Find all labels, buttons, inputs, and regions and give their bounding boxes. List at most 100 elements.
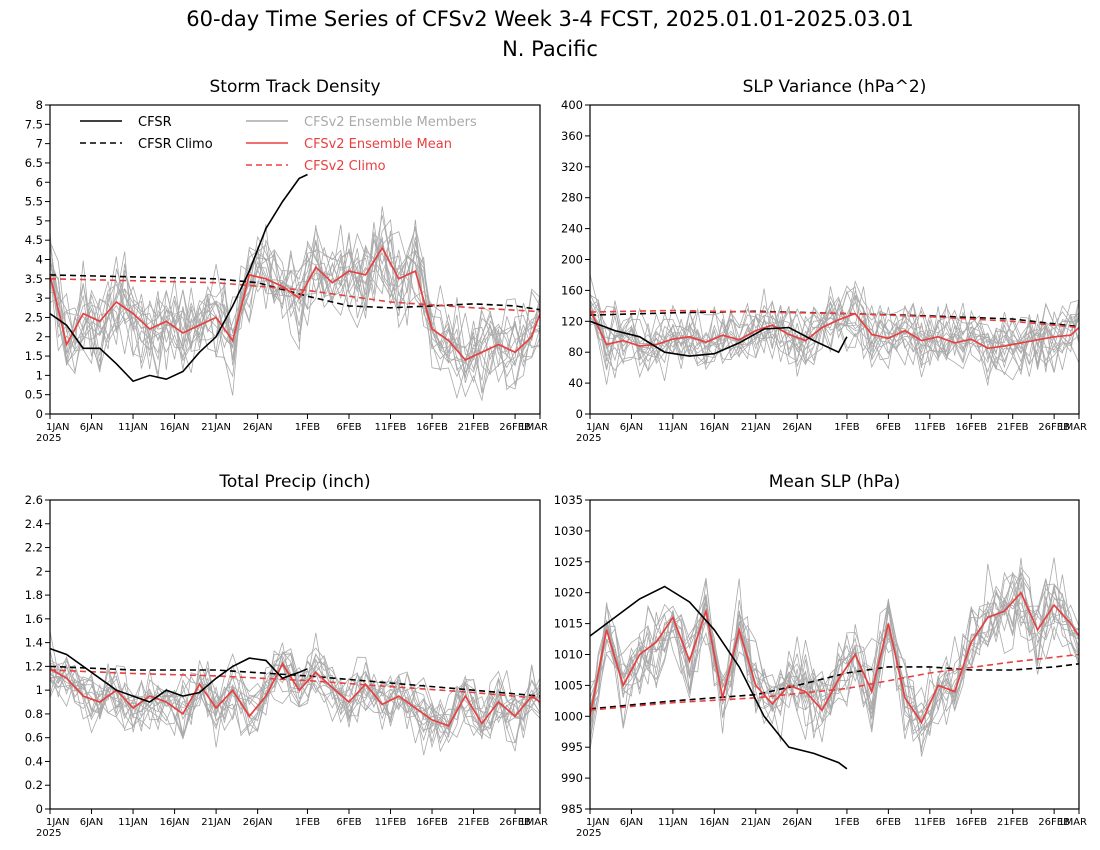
x-tick-label: 11JAN: [658, 817, 688, 828]
x-tick-label: 16JAN: [699, 422, 729, 433]
y-tick-label: 1005: [554, 678, 583, 692]
x-tick-label: 6FEB: [336, 422, 361, 433]
x-tick-label: 21FEB: [997, 422, 1029, 433]
ensemble-member-line: [50, 650, 540, 738]
y-tick-label: 1.8: [25, 588, 43, 602]
x-tick-label: 11JAN: [118, 422, 148, 433]
ensemble-member-line: [590, 285, 1079, 385]
plot-frame: [49, 499, 541, 810]
ensemble-member-line: [590, 566, 1079, 740]
ensemble-member-line: [50, 228, 540, 392]
ensemble-member-line: [590, 286, 1079, 386]
y-tick-label: 2.4: [25, 517, 43, 531]
y-tick-label: 1025: [554, 555, 583, 569]
x-tick-label: 21FEB: [997, 817, 1029, 828]
plot-frame: [589, 104, 1080, 415]
x-tick-label: 26JAN: [782, 817, 812, 828]
series-line-cfsv2-climo: [50, 669, 540, 700]
plot-frame: [589, 499, 1080, 810]
series-line-cfsr: [590, 585, 848, 770]
y-tick-label: 360: [561, 129, 583, 143]
y-tick-label: 2.6: [25, 493, 43, 507]
x-tick-label: 16FEB: [416, 422, 448, 433]
series-line-cfsr-climo: [50, 274, 540, 311]
ensemble-member-line: [50, 231, 540, 375]
y-tick-label: 7: [36, 137, 43, 151]
x-tick-label: 21FEB: [458, 817, 490, 828]
series-line-ens-mean: [50, 246, 540, 361]
x-tick-label: 11JAN: [658, 422, 688, 433]
panel-title: SLP Variance (hPa^2): [743, 77, 927, 97]
legend-label: CFSv2 Climo: [304, 159, 386, 174]
x-tick-label: 21JAN: [201, 817, 231, 828]
x-tick-label: 21JAN: [741, 422, 771, 433]
y-tick-label: 80: [568, 345, 583, 359]
series-line-cfsv2-climo: [50, 278, 540, 313]
y-tick-label: 120: [561, 314, 583, 328]
x-tick-label: 1FEB: [295, 422, 320, 433]
y-tick-label: 1020: [554, 586, 583, 600]
x-tick-label: 11FEB: [914, 817, 946, 828]
y-tick-label: 1.6: [25, 612, 43, 626]
x-year-label: 2025: [576, 433, 601, 444]
x-tick-label: 1MAR: [1058, 422, 1087, 433]
y-tick-label: 280: [561, 191, 583, 205]
ensemble-member-line: [590, 580, 1079, 742]
series-line-cfsr: [590, 320, 848, 357]
x-tick-label: 1FEB: [834, 422, 859, 433]
plot-area: [50, 173, 540, 402]
ensemble-member-line: [590, 574, 1079, 743]
chart-panel-4: Mean SLP (hPa) 985 990 995 1000 1005 1010 1015 1…: [554, 472, 1087, 839]
legend-label: CFSR Climo: [138, 137, 213, 152]
y-tick-label: 3.5: [25, 272, 43, 286]
x-tick-label: 6JAN: [80, 422, 103, 433]
chart-legend: CFSR CFSR Climo CFSv2 Ensemble Members CFSv…: [80, 115, 477, 174]
x-tick-label: 1JAN: [586, 422, 609, 433]
series-line-cfsr-climo: [590, 663, 1079, 710]
plot-area: [590, 274, 1079, 386]
panel-title: Mean SLP (hPa): [769, 472, 901, 492]
x-tick-label: 11FEB: [914, 422, 946, 433]
ensemble-member-line: [50, 222, 540, 370]
y-tick-label: 2.5: [25, 310, 43, 324]
x-tick-label: 26FEB: [499, 422, 531, 433]
x-tick-label: 1JAN: [46, 817, 69, 828]
series-line-cfsr-climo: [590, 310, 1079, 328]
ensemble-member-line: [590, 288, 1079, 366]
x-tick-label: 6FEB: [876, 817, 901, 828]
y-tick-label: 4.5: [25, 233, 43, 247]
plot-area: [590, 557, 1079, 770]
y-tick-label: 1030: [554, 524, 583, 538]
x-tick-label: 1MAR: [519, 422, 548, 433]
y-tick-label: 5: [36, 214, 43, 228]
x-tick-label: 11JAN: [118, 817, 148, 828]
series-line-ens-mean: [50, 662, 540, 727]
x-tick-label: 1MAR: [519, 817, 548, 828]
series-line-ens-mean: [590, 591, 1079, 725]
x-tick-label: 1FEB: [295, 817, 320, 828]
y-tick-label: 1035: [554, 493, 583, 507]
x-tick-label: 21FEB: [458, 422, 490, 433]
y-tick-label: 0.5: [25, 388, 43, 402]
y-tick-label: 6.5: [25, 156, 43, 170]
x-tick-label: 6FEB: [336, 817, 361, 828]
x-tick-label: 16FEB: [955, 817, 987, 828]
ensemble-member-line: [590, 557, 1079, 733]
x-tick-label: 1MAR: [1058, 817, 1087, 828]
chart-panels: Storm Track Density 0 0.5 1 1.5 2 2.5 3 3.5 4 4.5 5…: [25, 77, 1087, 839]
series-line-cfsr: [50, 647, 308, 703]
y-tick-label: 1010: [554, 648, 583, 662]
ensemble-member-line: [50, 647, 540, 745]
chart-panel-2: SLP Variance (hPa^2) 0 40 80 120 160 200 240 280…: [561, 77, 1087, 444]
main-title: 60-day Time Series of CFSv2 Week 3-4 FCS…: [186, 7, 914, 31]
x-tick-label: 6JAN: [620, 422, 643, 433]
y-tick-label: 2: [36, 564, 43, 578]
y-tick-label: 4: [36, 253, 43, 267]
y-tick-label: 1.5: [25, 349, 43, 363]
x-tick-label: 1FEB: [834, 817, 859, 828]
ensemble-member-line: [590, 574, 1079, 737]
ensemble-member-line: [50, 653, 540, 743]
ensemble-member-line: [50, 230, 540, 384]
y-tick-label: 1: [36, 368, 43, 382]
